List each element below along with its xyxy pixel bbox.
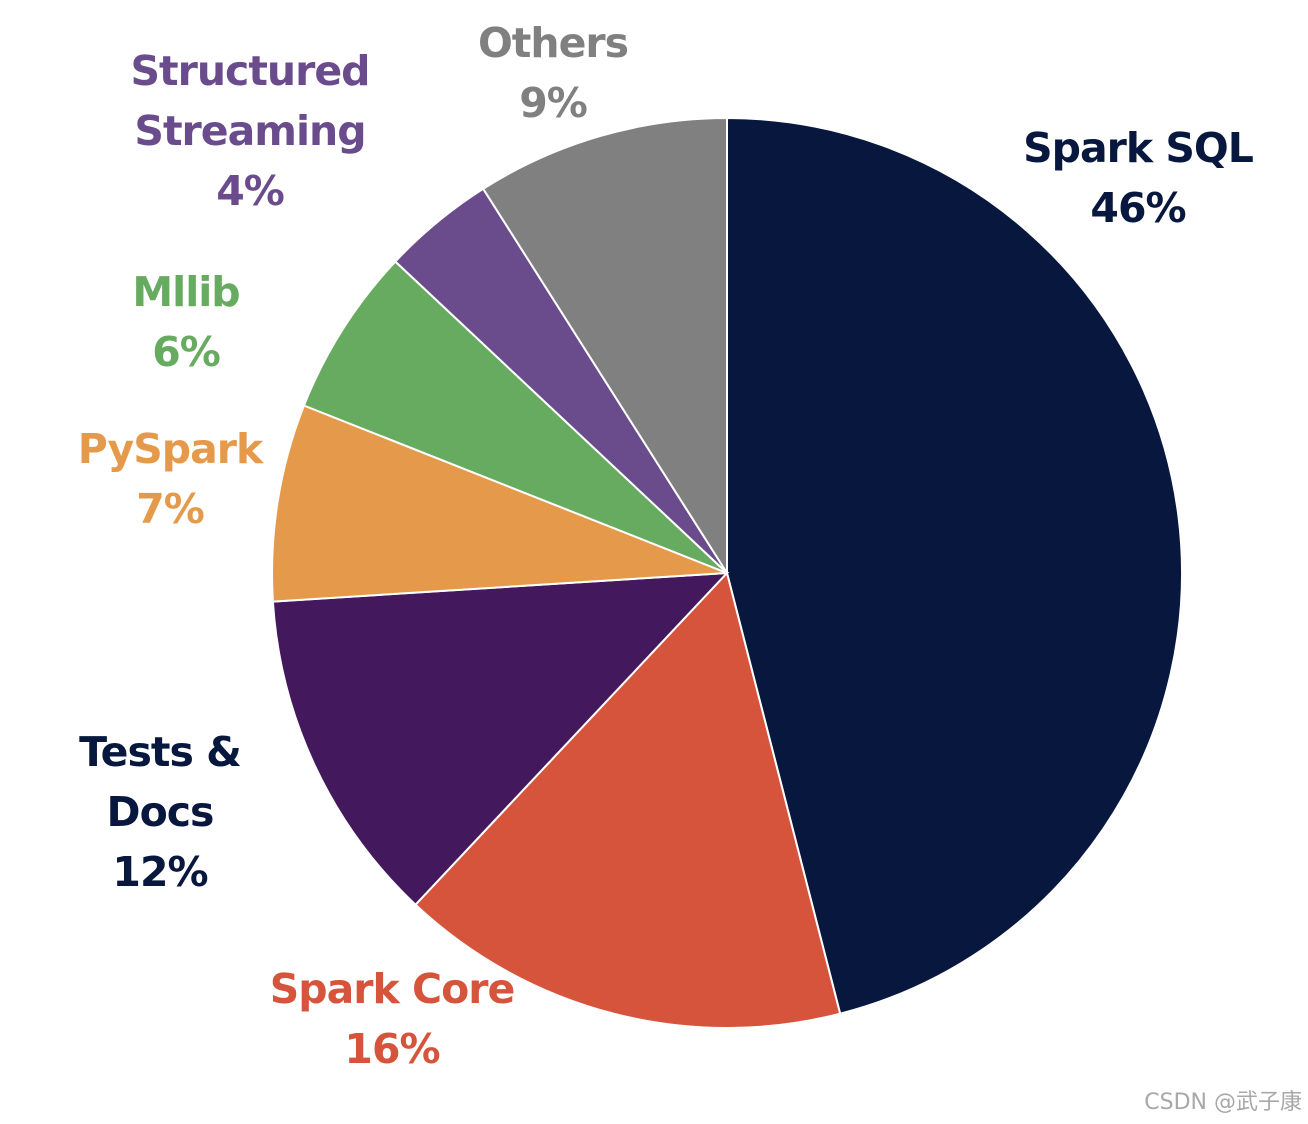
slice-label-mllib: Mllib 6%	[132, 268, 239, 376]
slice-percent: 6%	[152, 328, 220, 376]
slice-label-pyspark: PySpark 7%	[78, 425, 265, 533]
slice-percent: 12%	[112, 848, 207, 896]
slice-label-structured-streaming: Structured Streaming 4%	[130, 47, 369, 215]
pie-slice-mllib	[302, 260, 728, 574]
slice-label-spark-sql: Spark SQL 46%	[1023, 124, 1253, 232]
pie-slice-others	[481, 116, 728, 577]
pie-slices	[271, 116, 1183, 1029]
pie-slice-spark-sql	[726, 116, 1183, 1015]
slice-name-line: PySpark	[78, 425, 265, 473]
slice-name-line: Mllib	[132, 268, 239, 316]
slice-label-spark-core: Spark Core 16%	[270, 965, 515, 1073]
slice-percent: 9%	[519, 79, 587, 127]
slice-name-line: Docs	[107, 788, 214, 836]
slice-percent: 4%	[216, 167, 284, 215]
slice-label-others: Others 9%	[478, 19, 628, 127]
pie-slice-spark-core	[414, 570, 842, 1029]
pie-slice-pyspark	[271, 404, 728, 603]
slice-name-line: Spark Core	[270, 965, 515, 1013]
slice-label-tests-docs: Tests & Docs 12%	[79, 728, 241, 896]
slice-name-line: Tests &	[79, 728, 241, 776]
slice-name-line: Spark SQL	[1023, 124, 1253, 172]
pie-labels: Spark SQL 46% Spark Core 16% Tests & Docs 12% P…	[78, 19, 1254, 1073]
slice-name-line: Others	[478, 19, 628, 67]
slice-name-line: Streaming	[134, 107, 365, 155]
slice-percent: 46%	[1090, 184, 1185, 232]
watermark: CSDN @武子康	[1144, 1090, 1302, 1115]
pie-slice-tests-docs	[271, 571, 730, 907]
slice-name-line: Structured	[130, 47, 369, 95]
slice-percent: 16%	[344, 1025, 439, 1073]
slice-percent: 7%	[136, 485, 204, 533]
